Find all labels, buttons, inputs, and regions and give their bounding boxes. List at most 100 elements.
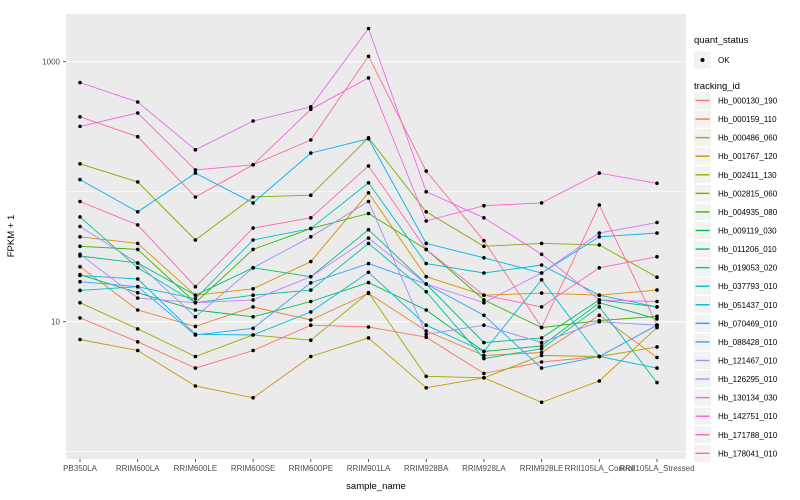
data-point-Hb_130134_030 <box>135 100 140 104</box>
data-point-Hb_126295_010 <box>424 282 429 286</box>
x-tick-label: RRIM600LE <box>174 464 218 473</box>
legend-label: Hb_178041_010 <box>718 449 778 458</box>
data-point-Hb_178041_010 <box>655 323 659 328</box>
data-point-Hb_019053_020 <box>482 356 486 361</box>
data-point-Hb_121467_010 <box>309 235 313 239</box>
data-point-Hb_002411_130 <box>193 354 198 359</box>
data-point-Hb_000486_060 <box>539 291 544 295</box>
legend-label: Hb_000159_110 <box>718 115 777 124</box>
data-point-Hb_130134_030 <box>482 216 486 220</box>
data-point-Hb_000130_190 <box>135 340 140 344</box>
data-point-Hb_121467_010 <box>482 323 486 328</box>
legend-label: Hb_000130_190 <box>718 97 778 106</box>
data-point-Hb_121467_010 <box>135 261 140 265</box>
data-point-Hb_037793_010 <box>78 288 82 293</box>
data-point-Hb_171788_010 <box>135 223 140 227</box>
data-point-Hb_000486_060 <box>78 235 82 239</box>
data-point-Hb_142751_010 <box>78 124 82 129</box>
data-point-Hb_009119_030 <box>309 299 313 304</box>
data-point-Hb_051437_010 <box>366 270 371 275</box>
data-point-Hb_000159_110 <box>135 308 140 312</box>
data-point-Hb_130134_030 <box>78 80 82 85</box>
data-point-Hb_009119_030 <box>366 280 371 285</box>
data-point-Hb_009119_030 <box>135 290 140 295</box>
data-point-Hb_121467_010 <box>597 319 602 324</box>
data-point-Hb_002411_130 <box>366 290 371 295</box>
data-point-Hb_002815_060 <box>655 275 659 280</box>
data-point-Hb_051437_010 <box>424 323 429 328</box>
data-point-Hb_130134_030 <box>193 148 198 152</box>
data-point-Hb_002815_060 <box>482 244 486 249</box>
data-point-Hb_142751_010 <box>424 219 429 223</box>
data-point-Hb_142751_010 <box>597 171 602 175</box>
legend-label: Hb_126295_010 <box>718 375 778 384</box>
x-tick-label: RRIM600SE <box>231 464 275 473</box>
data-point-Hb_037793_010 <box>193 297 198 301</box>
legend-title-tracking-id: tracking_id <box>694 81 740 92</box>
data-point-Hb_130134_030 <box>655 299 659 304</box>
data-point-Hb_002411_130 <box>424 374 429 379</box>
legend-title-quant-status: quant_status <box>694 35 749 46</box>
data-point-Hb_004935_080 <box>366 211 371 216</box>
data-point-Hb_088428_010 <box>539 366 544 370</box>
data-point-Hb_019053_020 <box>135 266 140 270</box>
data-point-Hb_130134_030 <box>366 26 371 31</box>
legend-label: Hb_001767_120 <box>718 152 778 161</box>
data-point-Hb_011206_010 <box>482 340 486 345</box>
data-point-Hb_130134_030 <box>597 298 602 302</box>
data-point-Hb_002411_130 <box>135 327 140 331</box>
data-point-Hb_171788_010 <box>366 164 371 168</box>
data-point-Hb_070469_010 <box>655 231 659 235</box>
data-point-Hb_171788_010 <box>597 266 602 270</box>
data-point-Hb_126295_010 <box>597 231 602 235</box>
data-point-Hb_009119_030 <box>193 308 198 312</box>
data-point-Hb_130134_030 <box>424 189 429 194</box>
data-point-Hb_088428_010 <box>309 281 313 285</box>
y-tick-label: 1000 <box>42 58 60 67</box>
data-point-Hb_121467_010 <box>539 340 544 345</box>
data-point-Hb_000486_060 <box>424 274 429 279</box>
data-point-Hb_126295_010 <box>193 300 198 305</box>
data-point-Hb_002815_060 <box>78 162 82 166</box>
x-axis-title: sample_name <box>346 481 406 492</box>
data-point-Hb_001767_120 <box>424 386 429 390</box>
data-point-Hb_002411_130 <box>78 300 82 305</box>
data-point-Hb_004935_080 <box>78 244 82 249</box>
x-tick-label: RRIM928LE <box>520 464 564 473</box>
legend-label: Hb_130134_030 <box>718 394 778 403</box>
data-point-Hb_178041_010 <box>251 163 255 167</box>
legend-label: Hb_142751_010 <box>718 412 778 421</box>
data-point-Hb_088428_010 <box>135 284 140 289</box>
data-point-Hb_004935_080 <box>135 247 140 252</box>
data-point-Hb_142751_010 <box>366 76 371 80</box>
data-point-Hb_000130_190 <box>539 360 544 364</box>
data-point-Hb_002411_130 <box>482 376 486 380</box>
data-point-Hb_000130_190 <box>193 366 198 370</box>
legend-label: Hb_088428_010 <box>718 338 778 347</box>
data-point-Hb_000159_110 <box>597 313 602 318</box>
data-point-Hb_009119_030 <box>539 344 544 348</box>
legend-label: Hb_019053_020 <box>718 264 778 273</box>
x-tick-label: RRII105LA_Stressed <box>619 464 694 473</box>
legend-label: Hb_011206_010 <box>718 245 777 254</box>
data-point-Hb_051437_010 <box>251 333 255 337</box>
data-point-Hb_000130_190 <box>482 371 486 376</box>
data-point-Hb_001767_120 <box>193 384 198 388</box>
data-point-Hb_000486_060 <box>366 191 371 195</box>
x-tick-label: RRII105LA_Control <box>565 464 635 473</box>
legend-label: Hb_070469_010 <box>718 319 778 328</box>
data-point-Hb_126295_010 <box>539 271 544 275</box>
data-point-Hb_000159_110 <box>482 353 486 358</box>
data-point-Hb_142751_010 <box>193 168 198 172</box>
data-point-Hb_178041_010 <box>597 203 602 207</box>
legend-label: Hb_002411_130 <box>718 171 777 180</box>
data-point-Hb_126295_010 <box>135 296 140 300</box>
data-point-Hb_051437_010 <box>539 278 544 282</box>
x-tick-label: RRIM600LA <box>116 464 160 473</box>
data-point-Hb_002411_130 <box>655 345 659 349</box>
data-point-Hb_126295_010 <box>655 220 659 225</box>
data-point-Hb_142751_010 <box>309 107 313 112</box>
data-point-Hb_002815_060 <box>539 241 544 246</box>
data-point-Hb_011206_010 <box>366 227 371 232</box>
